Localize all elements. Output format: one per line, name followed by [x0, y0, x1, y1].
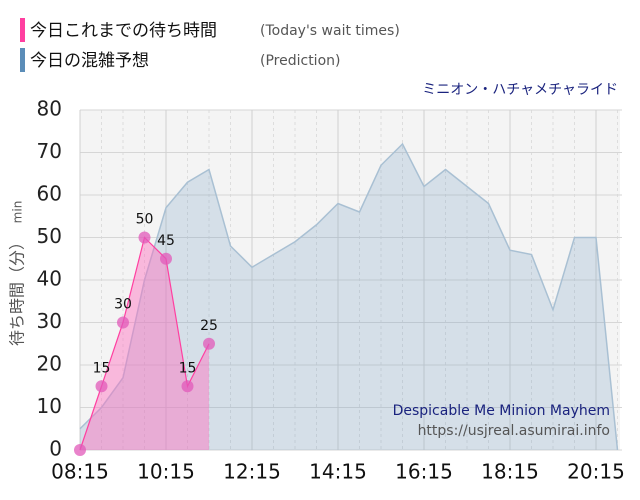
x-tick-label: 18:15 — [481, 460, 539, 484]
point — [138, 231, 151, 244]
annotation: https://usjreal.asumirai.info — [418, 423, 610, 439]
area-fill — [80, 237, 209, 450]
y-tick-label: 40 — [37, 267, 62, 291]
point — [95, 380, 108, 393]
x-tick-label: 20:15 — [567, 460, 625, 484]
legend-label: 今日これまでの待ち時間 — [30, 21, 217, 41]
annotation: Despicable Me Minion Mayhem — [393, 403, 610, 419]
y-tick-label: 0 — [49, 437, 62, 461]
data-label: 25 — [200, 318, 218, 334]
y-tick-label: 30 — [37, 309, 62, 333]
legend-note: (Today's wait times) — [260, 23, 400, 39]
legend-label: 今日の混雑予想 — [30, 51, 149, 71]
point — [74, 444, 86, 456]
y-tick-label: 20 — [37, 352, 62, 376]
x-tick-label: 10:15 — [137, 460, 195, 484]
y-tick-label: 70 — [37, 139, 62, 163]
x-tick-label: 14:15 — [309, 460, 367, 484]
area-fill — [80, 144, 618, 450]
point — [181, 380, 194, 393]
line — [79, 142, 619, 451]
data-label: 45 — [157, 233, 175, 249]
legend-note: (Prediction) — [260, 53, 340, 69]
x-tick-label: 08:15 — [51, 460, 109, 484]
data-label: 15 — [93, 360, 111, 376]
y-axis-unit: min — [11, 201, 25, 224]
data-label: 50 — [136, 212, 154, 228]
legend-swatch — [20, 18, 25, 42]
data-label: 30 — [114, 297, 132, 313]
chart-title: ミニオン・ハチャメチャライド — [422, 82, 618, 98]
y-tick-label: 80 — [37, 97, 62, 121]
data-label: 15 — [179, 360, 197, 376]
x-tick-label: 12:15 — [223, 460, 281, 484]
y-tick-label: 50 — [37, 224, 62, 248]
point — [160, 252, 172, 265]
y-axis-label: 待ち時間（分） — [8, 234, 27, 346]
legend-swatch — [20, 48, 25, 72]
x-tick-label: 16:15 — [395, 460, 453, 484]
y-tick-label: 10 — [37, 394, 62, 418]
y-tick-label: 60 — [37, 182, 62, 206]
point — [117, 316, 129, 329]
point — [203, 337, 215, 350]
